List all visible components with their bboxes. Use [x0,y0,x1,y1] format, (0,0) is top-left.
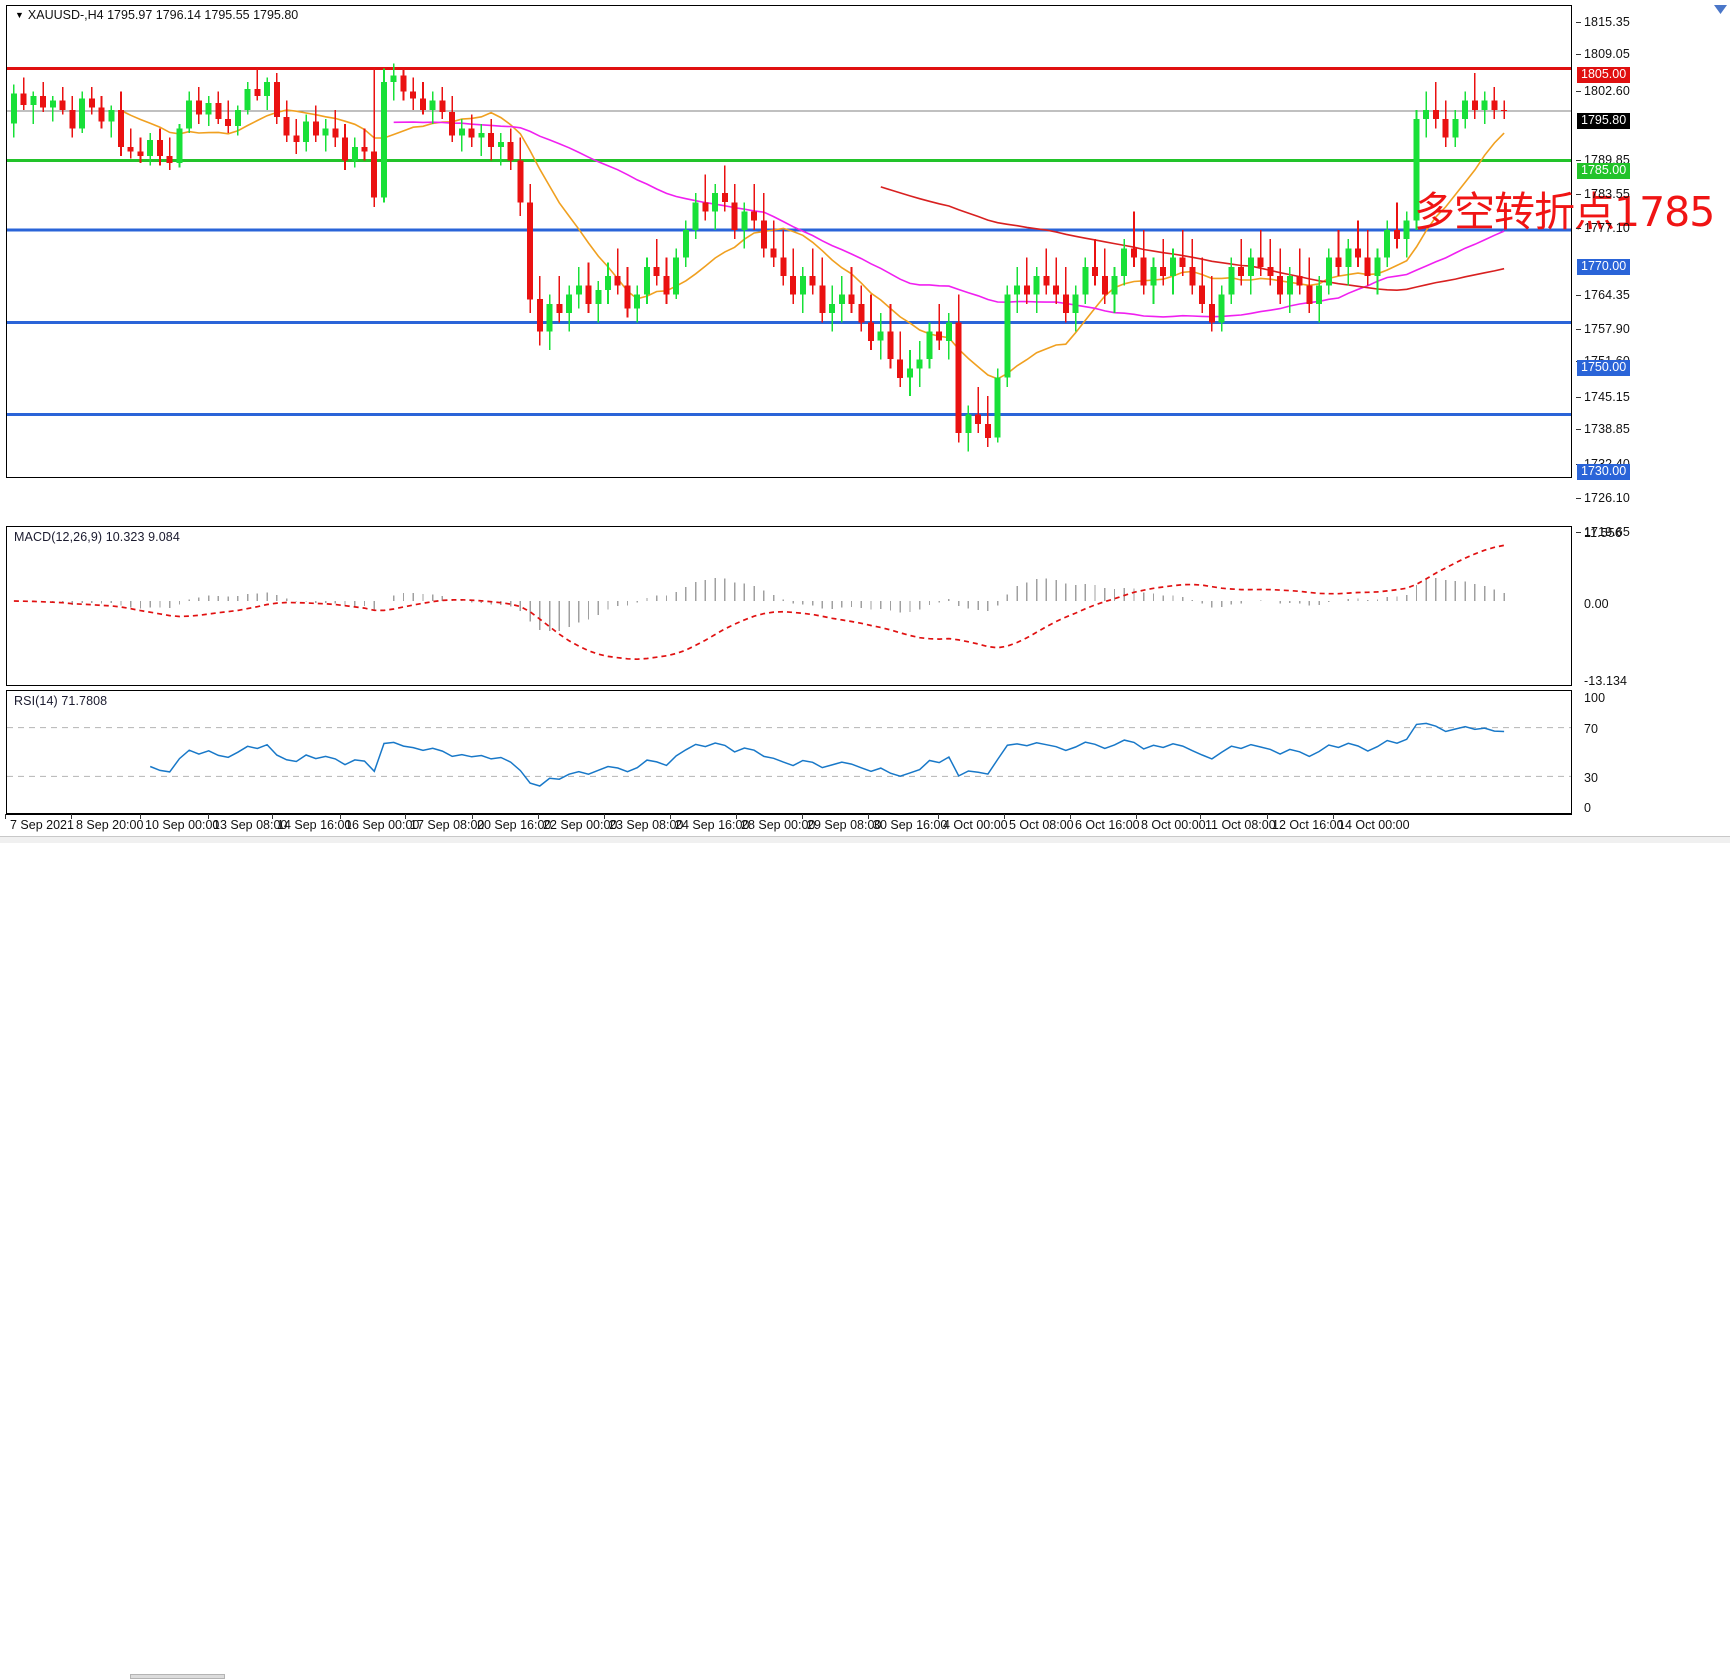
time-axis-tick: 11 Oct 08:00 [1200,814,1276,832]
time-axis-tick: 13 Sep 08:00 [207,814,288,832]
price-axis-tick: 1719.65 [1576,525,1630,539]
time-axis-tick: 29 Sep 08:00 [801,814,882,832]
symbol-ohlc-label: XAUUSD-,H4 1795.97 1796.14 1795.55 1795.… [27,8,299,22]
time-axis[interactable]: 7 Sep 2021 8 Sep 20:00 10 Sep 00:00 13 Sep … [5,814,1572,837]
time-axis-tick: 8 Oct 00:00 [1136,814,1206,832]
price-axis-tick: 1783.55 [1576,187,1630,201]
price-axis-tick: 1738.85 [1576,422,1630,436]
price-axis-tick: 1815.35 [1576,15,1630,29]
chart-header: ▼ XAUUSD-,H4 1795.97 1796.14 1795.55 1795… [15,8,298,22]
chart-tab[interactable] [130,1674,225,1679]
macd-title: MACD(12,26,9) 10.323 9.084 [14,530,180,544]
price-axis[interactable]: 1815.35 1809.05 1802.60 1789.85 1783.55 1777.… [1574,5,1730,539]
time-axis-tick: 22 Sep 00:00 [537,814,618,832]
rsi-plot-area [7,691,1571,813]
rsi-axis-tick: 100 [1584,691,1606,705]
price-axis-tick: 1764.35 [1576,288,1630,302]
time-axis-tick: 28 Sep 00:00 [735,814,816,832]
macd-axis-tick: -13.134 [1584,674,1628,688]
time-axis-tick: 12 Oct 16:00 [1267,814,1344,832]
time-axis-tick: 24 Sep 16:00 [669,814,750,832]
price-axis-tick: 1757.90 [1576,322,1630,336]
price-chart-panel[interactable]: ▼ XAUUSD-,H4 1795.97 1796.14 1795.55 1795… [6,5,1572,478]
macd-axis-tick: 11.556 [1584,526,1622,540]
time-axis-tick: 7 Sep 2021 [5,814,74,832]
time-axis-tick: 16 Sep 00:00 [339,814,420,832]
time-axis-tick: 23 Sep 08:00 [603,814,684,832]
rsi-axis: 100 70 30 0 [1574,690,1730,815]
time-axis-tick: 6 Oct 16:00 [1070,814,1140,832]
scroll-indicator-icon [1714,1,1727,14]
price-axis-tick: 1809.05 [1576,47,1630,61]
rsi-axis-tick: 0 [1584,801,1592,815]
price-level-badge[interactable]: 1805.00 [1577,67,1631,83]
rsi-axis-tick: 70 [1584,722,1599,736]
price-level-badge[interactable]: 1770.00 [1577,259,1631,275]
price-axis-tick: 1802.60 [1576,84,1630,98]
time-axis-tick: 5 Oct 08:00 [1004,814,1074,832]
price-axis-tick: 1745.15 [1576,390,1630,404]
time-axis-tick: 4 Oct 00:00 [938,814,1008,832]
time-axis-tick: 10 Sep 00:00 [139,814,220,832]
rsi-panel[interactable]: RSI(14) 71.7808 [6,690,1572,814]
macd-panel[interactable]: MACD(12,26,9) 10.323 9.084 [6,526,1572,686]
price-axis-tick: 1777.10 [1576,221,1630,235]
collapse-caret-icon[interactable]: ▼ [15,10,24,20]
macd-axis-tick: 0.00 [1584,597,1609,611]
time-axis-tick: 14 Oct 00:00 [1333,814,1410,832]
rsi-axis-tick: 30 [1584,771,1599,785]
time-axis-tick: 30 Sep 16:00 [867,814,948,832]
chart-annotation-text: 多空转折点1785 [1414,188,1715,236]
price-plot-area[interactable] [7,6,1571,477]
price-level-badge[interactable]: 1750.00 [1577,360,1631,376]
price-level-badge[interactable]: 1730.00 [1577,464,1631,480]
time-axis-tick: 17 Sep 08:00 [404,814,485,832]
rsi-title: RSI(14) 71.7808 [14,694,108,708]
macd-plot-area [7,527,1571,685]
time-axis-tick: 20 Sep 16:00 [471,814,552,832]
macd-axis: 11.556 0.00 -13.134 [1574,526,1730,688]
time-axis-tick: 14 Sep 16:00 [271,814,352,832]
price-axis-tick: 1726.10 [1576,491,1630,505]
time-axis-tick: 8 Sep 20:00 [70,814,144,832]
price-level-badge[interactable]: 1785.00 [1577,163,1631,179]
price-level-badge[interactable]: 1795.80 [1577,113,1631,129]
